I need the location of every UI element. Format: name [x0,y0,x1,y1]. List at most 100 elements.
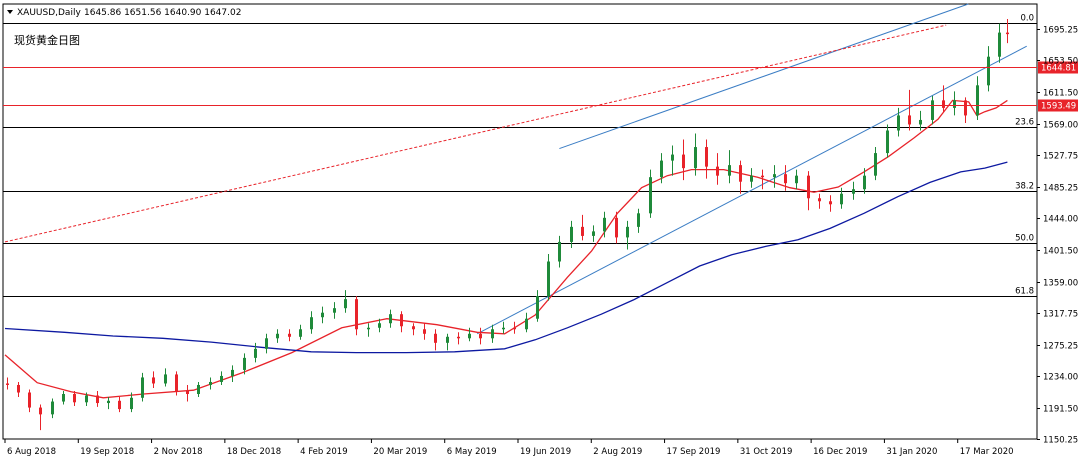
candle-body [502,327,505,330]
y-tick-label: 1527.75 [1043,152,1078,162]
chart-header: XAUUSD,Daily 1645.86 1651.56 1640.90 164… [7,8,241,18]
symbol-label: XAUUSD,Daily [17,8,81,18]
y-tick-label: 1653.50 [1043,57,1078,67]
y-tick-label: 1401.50 [1043,247,1078,257]
y-axis: 1695.25 1653.50 1611.50 1569.00 1527.75 1485.… [1037,26,1078,446]
candle-body [62,394,65,402]
candle-body [355,299,358,330]
candle-body [344,299,347,309]
candle-body [773,174,776,178]
candle-body [491,329,494,339]
fibonacci-levels: 0.0 23.6 38.2 50.0 61.8 [3,14,1037,297]
candle-body [107,400,110,404]
candle-body [863,175,866,190]
candle-body [761,175,764,178]
x-axis: 6 Aug 2018 19 Sep 2018 2 Nov 2018 18 Dec 20… [4,439,1014,457]
candle-body [141,377,144,398]
x-tick-label: 6 May 2019 [447,447,497,457]
x-tick-label: 17 Sep 2019 [667,447,721,457]
candle-body [998,32,1001,57]
x-tick-label: 16 Dec 2019 [813,447,867,457]
price-tag-box [1038,61,1078,74]
y-tick-label: 1611.50 [1043,89,1078,99]
candle-body [186,391,189,395]
candle-body [152,377,155,384]
candle-body [479,333,482,339]
candle-body [536,296,539,319]
candle-body [570,226,573,242]
candle-body [378,323,381,328]
candle-body [660,160,663,178]
candle-body [525,318,528,330]
candle-body [288,333,291,337]
candle-body [671,154,674,161]
y-tick-label: 1150.25 [1043,436,1078,446]
candle-body [942,100,945,108]
candle-body [581,226,584,236]
candle-body [276,333,279,339]
x-tick-label: 31 Oct 2019 [740,447,793,457]
candle-body [85,395,88,403]
candle-body [886,130,889,154]
candle-body [728,165,731,176]
x-tick-label: 31 Jan 2020 [886,447,937,457]
candle-body [6,383,9,385]
candle-body [592,231,595,236]
price-tag-label: 1593.49 [1041,102,1076,112]
candle-body [118,400,121,410]
candle-body [17,384,20,393]
candle-body [976,85,979,116]
trendline [476,45,1027,335]
chart-caption: 现货黄金日图 [14,33,80,47]
candle-body [852,189,855,194]
candle-body [412,326,415,330]
trendline [4,24,947,243]
chart-frame [2,3,1038,440]
candle-body [265,338,268,349]
candle-body [28,392,31,408]
y-tick-label: 1359.00 [1043,279,1078,289]
candle-body [243,357,246,370]
fib-level-label: 0.0 [1020,14,1034,24]
candle-body [739,165,742,182]
candle-body [367,327,370,330]
candle-body [964,100,967,116]
candle-body [953,100,956,108]
candle-body [919,119,922,125]
candle-body [321,312,324,318]
candle-body [310,317,313,330]
y-tick-label: 1234.00 [1043,373,1078,383]
candle-body [1006,32,1009,35]
candle-body [807,175,810,199]
candle-body [73,394,76,403]
x-tick-label: 18 Dec 2018 [227,447,281,457]
candle-body [389,314,392,324]
x-tick-label: 17 Mar 2020 [960,447,1014,457]
candle-body [615,217,618,238]
y-tick-label: 1275.25 [1043,342,1078,352]
dropdown-arrow-icon[interactable] [7,10,13,14]
x-tick-label: 6 Aug 2018 [7,447,56,457]
candle-body [423,329,426,334]
x-tick-label: 19 Sep 2018 [80,447,134,457]
candle-body [705,147,708,167]
candle-body [299,329,302,337]
trendlines [4,3,1027,335]
candle-body [39,407,42,415]
candle-body [446,336,449,343]
candle-body [840,193,843,205]
candle-body [682,154,685,169]
candle-body [716,166,719,176]
candle-body [468,333,471,339]
moving-averages [4,99,1008,399]
candle-body [197,384,200,395]
candle-body [908,115,911,125]
candle-body [897,115,900,131]
fib-level-label: 61.8 [1015,287,1034,297]
candle-body [784,174,787,184]
ohlc-values: 1645.86 1651.56 1640.90 1647.02 [84,8,241,18]
candle-body [220,375,223,382]
candle-body [829,201,832,205]
price-tags: 1644.81 1593.49 [3,61,1078,112]
